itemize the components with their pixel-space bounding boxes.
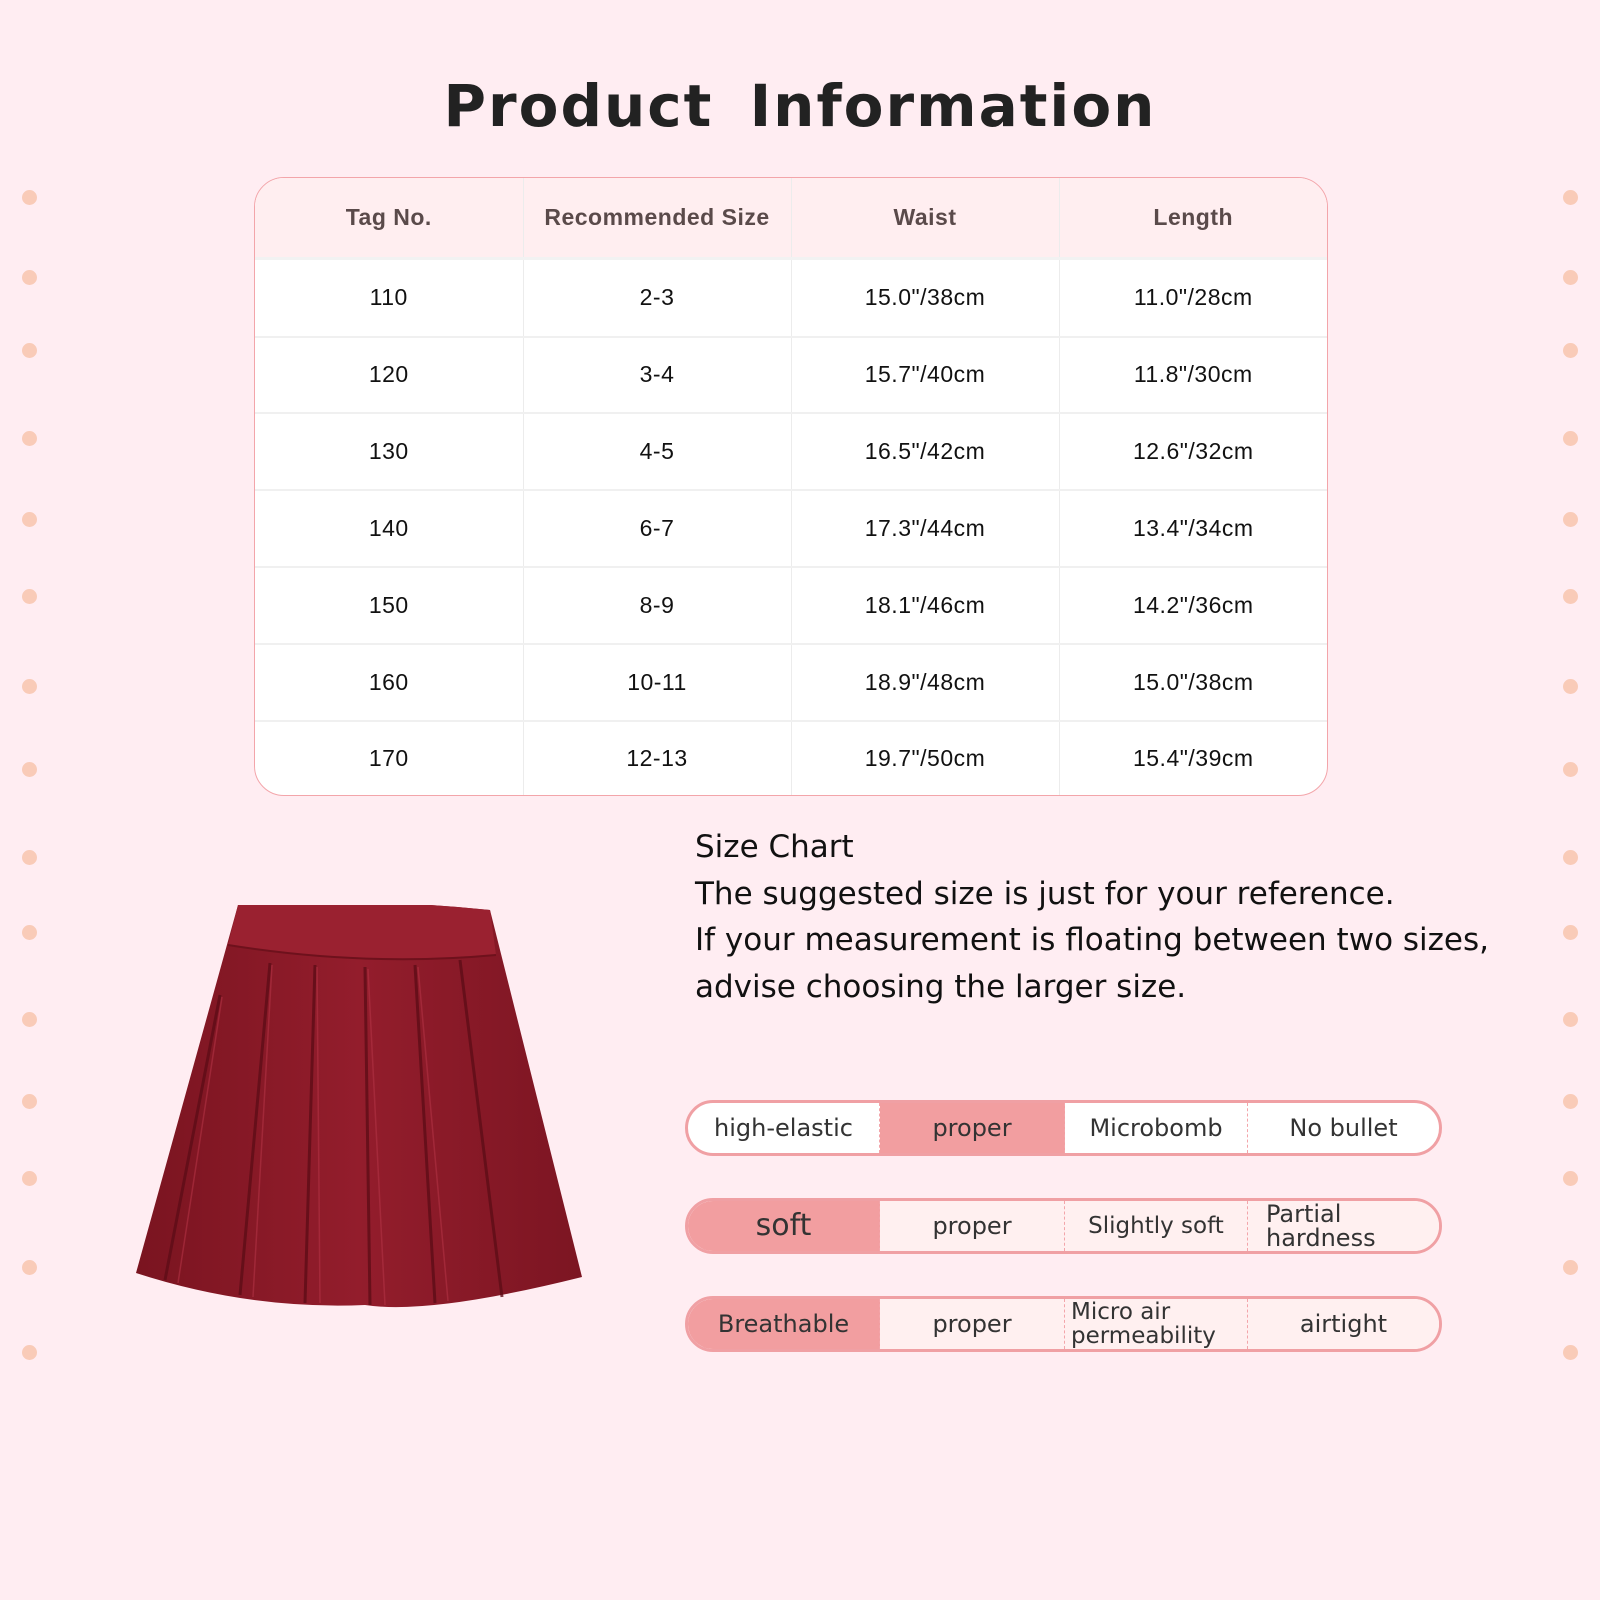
table-row: 110 2-3 15.0"/38cm 11.0"/28cm <box>255 258 1327 338</box>
elasticity-option-selected: proper <box>880 1103 1065 1153</box>
dot-decoration <box>22 850 37 865</box>
cell-tag-no: 130 <box>255 413 524 492</box>
header-tag-no: Tag No. <box>255 178 524 260</box>
softness-option: Partial hardness <box>1248 1201 1439 1251</box>
size-note-heading: Size Chart <box>695 829 854 865</box>
cell-waist: 18.9"/48cm <box>791 643 1060 722</box>
header-length: Length <box>1059 178 1327 260</box>
breathability-option: airtight <box>1248 1299 1439 1349</box>
cell-length: 11.0"/28cm <box>1059 258 1327 338</box>
size-note-line: If your measurement is floating between … <box>695 922 1489 958</box>
header-waist: Waist <box>791 178 1060 260</box>
cell-length: 14.2"/36cm <box>1059 566 1327 645</box>
cell-recommended-size: 2-3 <box>523 258 792 338</box>
breathability-option: proper <box>880 1299 1065 1349</box>
size-note-line: The suggested size is just for your refe… <box>695 875 1395 912</box>
cell-length: 15.4"/39cm <box>1132 744 1254 771</box>
dot-decoration <box>1563 1012 1578 1027</box>
cell-waist: 16.5"/42cm <box>791 413 1060 492</box>
breathability-option: Micro air permeability <box>1065 1299 1248 1349</box>
dot-decoration <box>1563 1171 1578 1186</box>
dot-decoration <box>22 270 37 285</box>
dot-decoration <box>22 431 37 446</box>
cell-recommended-size: 10-11 <box>523 643 792 722</box>
cell-tag-no: 170 <box>255 720 524 795</box>
table-row: 150 8-9 18.1"/46cm 14.2"/36cm <box>255 566 1327 645</box>
cell-recommended-size: 6-7 <box>523 490 792 568</box>
table-row: 140 6-7 17.3"/44cm 13.4"/34cm <box>255 490 1327 568</box>
table-row: 130 4-5 16.5"/42cm 12.6"/32cm <box>255 413 1327 492</box>
cell-length: 15.0"/38cm <box>1059 643 1327 722</box>
dot-decoration <box>22 589 37 604</box>
table-row: 120 3-4 15.7"/40cm 11.8"/30cm <box>255 336 1327 415</box>
dot-decoration <box>22 762 37 777</box>
cell-recommended-size: 4-5 <box>523 413 792 492</box>
cell-waist: 15.0"/38cm <box>791 258 1060 338</box>
dot-decoration <box>22 1345 37 1360</box>
dot-decoration <box>22 190 37 205</box>
cell-waist: 17.3"/44cm <box>791 490 1060 568</box>
breathability-option-selected: Breathable <box>688 1299 880 1349</box>
dot-decoration <box>1563 589 1578 604</box>
cell-tag-no: 140 <box>255 490 524 568</box>
cell-tag-no: 160 <box>255 643 524 722</box>
dot-decoration <box>1563 343 1578 358</box>
cell-recommended-size: 12-13 <box>523 720 792 795</box>
page-title: Product Information <box>443 72 1157 140</box>
dot-decoration <box>1563 270 1578 285</box>
softness-option: Slightly soft <box>1065 1201 1248 1251</box>
pleated-skirt-image <box>136 905 582 1308</box>
header-recommended-size: Recommended Size <box>523 178 792 260</box>
cell-length: 11.8"/30cm <box>1059 336 1327 415</box>
cell-waist: 15.7"/40cm <box>791 336 1060 415</box>
dot-decoration <box>1563 1260 1578 1275</box>
dot-decoration <box>1563 512 1578 527</box>
dot-decoration <box>1563 431 1578 446</box>
dot-decoration <box>1563 1345 1578 1360</box>
table-row: 170 12-13 19.7"/50cm 15.4"/39cm <box>255 720 1327 795</box>
dot-decoration <box>22 512 37 527</box>
dot-decoration <box>1563 762 1578 777</box>
dot-decoration <box>1563 190 1578 205</box>
dot-decoration <box>22 925 37 940</box>
size-note: Size Chart The suggested size is just fo… <box>695 824 1489 1010</box>
cell-tag-no: 120 <box>255 336 524 415</box>
size-note-line: advise choosing the larger size. <box>695 968 1187 1005</box>
cell-tag-no: 150 <box>255 566 524 645</box>
cell-waist: 18.1"/46cm <box>791 566 1060 645</box>
elasticity-option: No bullet <box>1289 1114 1398 1142</box>
cell-waist: 19.7"/50cm <box>791 720 1060 795</box>
size-table: Tag No. Recommended Size Waist Length 11… <box>254 177 1328 796</box>
dot-decoration <box>1563 679 1578 694</box>
table-row: 160 10-11 18.9"/48cm 15.0"/38cm <box>255 643 1327 722</box>
dot-decoration <box>1563 925 1578 940</box>
dot-decoration <box>22 1012 37 1027</box>
cell-recommended-size: 3-4 <box>523 336 792 415</box>
cell-length: 12.6"/32cm <box>1059 413 1327 492</box>
dot-decoration <box>22 1171 37 1186</box>
cell-tag-no: 110 <box>255 258 524 338</box>
softness-scale: soft proper Slightly soft Partial hardne… <box>685 1198 1442 1254</box>
breathability-scale: Breathable proper Micro air permeability… <box>685 1296 1442 1352</box>
softness-option-selected: soft <box>688 1201 880 1251</box>
softness-option: proper <box>880 1201 1065 1251</box>
elasticity-option: high-elastic <box>688 1103 880 1153</box>
dot-decoration <box>1563 1094 1578 1109</box>
dot-decoration <box>22 1260 37 1275</box>
dot-decoration <box>22 679 37 694</box>
elasticity-option: Microbomb <box>1065 1103 1248 1153</box>
dot-decoration <box>22 343 37 358</box>
cell-length: 13.4"/34cm <box>1059 490 1327 568</box>
dot-decoration <box>1563 850 1578 865</box>
dot-decoration <box>22 1094 37 1109</box>
table-header-row: Tag No. Recommended Size Waist Length <box>255 178 1327 260</box>
elasticity-scale: high-elastic proper Microbomb No bullet <box>685 1100 1442 1156</box>
cell-recommended-size: 8-9 <box>523 566 792 645</box>
